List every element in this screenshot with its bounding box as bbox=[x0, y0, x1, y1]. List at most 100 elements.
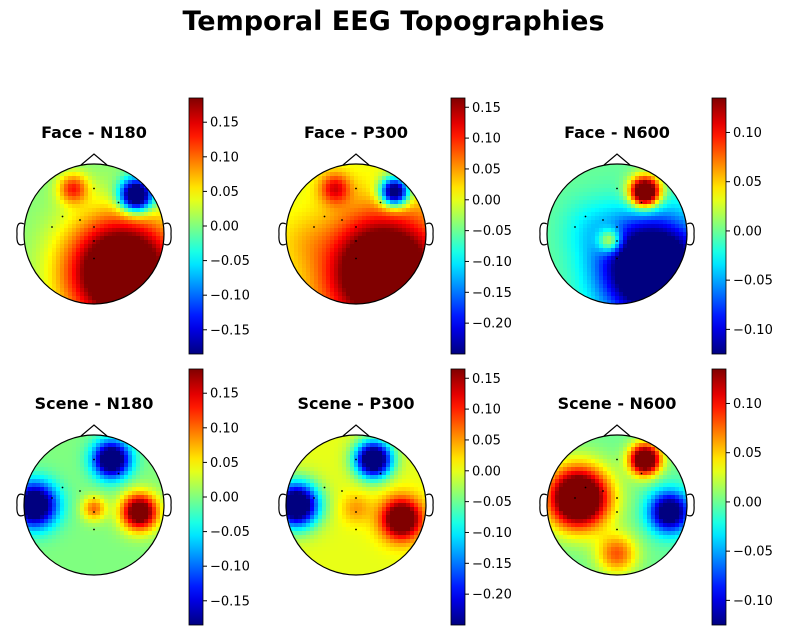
sensor-dot bbox=[61, 215, 64, 218]
topomap-field bbox=[286, 164, 426, 304]
nose-marker bbox=[80, 424, 108, 437]
sensor-dot bbox=[355, 458, 357, 461]
ear-outline bbox=[686, 222, 695, 246]
ear-outline bbox=[425, 222, 434, 246]
panel-title: Scene - N180 bbox=[34, 394, 154, 413]
topomap-field bbox=[24, 435, 164, 575]
sensor-dot bbox=[117, 472, 120, 475]
sensor-dot bbox=[51, 226, 53, 228]
topomap-panel: 0.15 0.10 0.05 0.00 −0.05 −0.10 −0.15 bbox=[16, 368, 250, 626]
sensor-dot bbox=[584, 215, 587, 218]
colorbar-tick-label: −0.15 bbox=[210, 594, 250, 609]
colorbar-tick-label: −0.10 bbox=[472, 255, 512, 270]
topomap-panel: 0.10 0.05 0.00 −0.05 −0.10 bbox=[539, 368, 773, 626]
head-outline bbox=[285, 163, 427, 305]
ear-outline bbox=[686, 493, 695, 517]
panel-title: Scene - P300 bbox=[297, 394, 415, 413]
colorbar-tick-label: −0.10 bbox=[210, 289, 250, 304]
colorbar-tick-label: 0.05 bbox=[472, 433, 501, 448]
colorbar-tick-label: −0.05 bbox=[472, 495, 512, 510]
ear-outline bbox=[539, 493, 548, 517]
colorbar-tick-label: 0.05 bbox=[210, 185, 239, 200]
ear-outline bbox=[163, 493, 172, 517]
colorbar-tick-label: 0.05 bbox=[733, 175, 762, 190]
topomap-panel: 0.15 0.10 0.05 0.00 −0.05 −0.10 −0.15 −0.20 bbox=[278, 368, 512, 626]
colorbar-tick-label: 0.00 bbox=[733, 224, 762, 239]
sensor-dot bbox=[313, 226, 315, 228]
colorbar bbox=[711, 97, 727, 355]
sensor-dot bbox=[93, 240, 95, 242]
sensor-dot bbox=[640, 201, 643, 204]
colorbar-tick-label: −0.10 bbox=[472, 526, 512, 541]
sensor-dot bbox=[93, 528, 95, 531]
head-outline bbox=[546, 163, 688, 305]
sensor-dot bbox=[355, 187, 357, 190]
sensor-dot bbox=[616, 257, 618, 260]
colorbar-tick-label: 0.10 bbox=[210, 150, 239, 165]
sensor-dot bbox=[616, 511, 618, 513]
sensor-dot bbox=[616, 458, 618, 461]
ear-outline bbox=[278, 493, 287, 517]
ear-outline bbox=[163, 222, 172, 246]
panel-title: Face - N600 bbox=[564, 123, 670, 142]
sensor-dot bbox=[616, 497, 618, 499]
sensor-dot bbox=[602, 490, 604, 492]
sensor-dot bbox=[51, 497, 53, 499]
colorbar-tick-label: 0.05 bbox=[210, 456, 239, 471]
sensor-dot bbox=[341, 219, 343, 221]
head-outline bbox=[23, 434, 165, 576]
topomap-panel: 0.15 0.10 0.05 0.00 −0.05 −0.10 −0.15 −0.20 bbox=[278, 97, 512, 355]
nose-marker bbox=[603, 153, 631, 166]
colorbar-tick-label: −0.15 bbox=[472, 286, 512, 301]
colorbar-tick-label: −0.05 bbox=[210, 525, 250, 540]
nose-marker bbox=[603, 424, 631, 437]
sensor-dot bbox=[355, 257, 357, 260]
colorbar-tick-label: −0.10 bbox=[733, 594, 773, 609]
sensor-dot bbox=[93, 226, 95, 228]
sensor-dot bbox=[602, 219, 604, 221]
sensor-dot bbox=[79, 219, 81, 221]
panel-title: Scene - N600 bbox=[557, 394, 677, 413]
colorbar-tick-label: −0.05 bbox=[733, 274, 773, 289]
colorbar-tick-label: 0.15 bbox=[472, 101, 501, 116]
sensor-dot bbox=[379, 472, 382, 475]
sensor-dot bbox=[355, 240, 357, 242]
sensor-dot bbox=[355, 528, 357, 531]
colorbar-tick-label: 0.00 bbox=[733, 495, 762, 510]
sensor-dot bbox=[313, 497, 315, 499]
sensor-dot bbox=[616, 528, 618, 531]
sensor-dot bbox=[574, 497, 576, 499]
colorbar-tick-label: −0.10 bbox=[733, 323, 773, 338]
sensor-dot bbox=[323, 486, 326, 489]
colorbar-tick-label: 0.10 bbox=[472, 403, 501, 418]
colorbar bbox=[450, 368, 466, 626]
panel-title: Face - P300 bbox=[303, 123, 409, 142]
sensor-dot bbox=[323, 215, 326, 218]
sensor-dot bbox=[117, 201, 120, 204]
topomap-panel: 0.10 0.05 0.00 −0.05 −0.10 bbox=[539, 97, 773, 355]
colorbar bbox=[188, 368, 204, 626]
colorbar-tick-label: 0.15 bbox=[210, 387, 239, 402]
sensor-dot bbox=[584, 486, 587, 489]
colorbar-tick-label: 0.15 bbox=[210, 116, 239, 131]
head-outline bbox=[546, 434, 688, 576]
topomap-panel: 0.15 0.10 0.05 0.00 −0.05 −0.10 −0.15 bbox=[16, 97, 250, 355]
panel-title: Face - N180 bbox=[41, 123, 147, 142]
ear-outline bbox=[16, 222, 25, 246]
sensor-dot bbox=[61, 486, 64, 489]
colorbar-tick-label: −0.15 bbox=[210, 323, 250, 338]
colorbar-tick-label: 0.10 bbox=[210, 421, 239, 436]
sensor-dot bbox=[93, 497, 95, 499]
sensor-dot bbox=[616, 226, 618, 228]
sensor-dot bbox=[93, 458, 95, 461]
topomap-field bbox=[286, 435, 426, 575]
colorbar-tick-label: 0.10 bbox=[733, 397, 762, 412]
sensor-dot bbox=[79, 490, 81, 492]
colorbar-tick-label: −0.05 bbox=[733, 545, 773, 560]
colorbar-tick-label: 0.15 bbox=[472, 372, 501, 387]
colorbar bbox=[450, 97, 466, 355]
colorbar-tick-label: −0.05 bbox=[472, 224, 512, 239]
colorbar-tick-label: 0.10 bbox=[733, 126, 762, 141]
nose-marker bbox=[80, 153, 108, 166]
